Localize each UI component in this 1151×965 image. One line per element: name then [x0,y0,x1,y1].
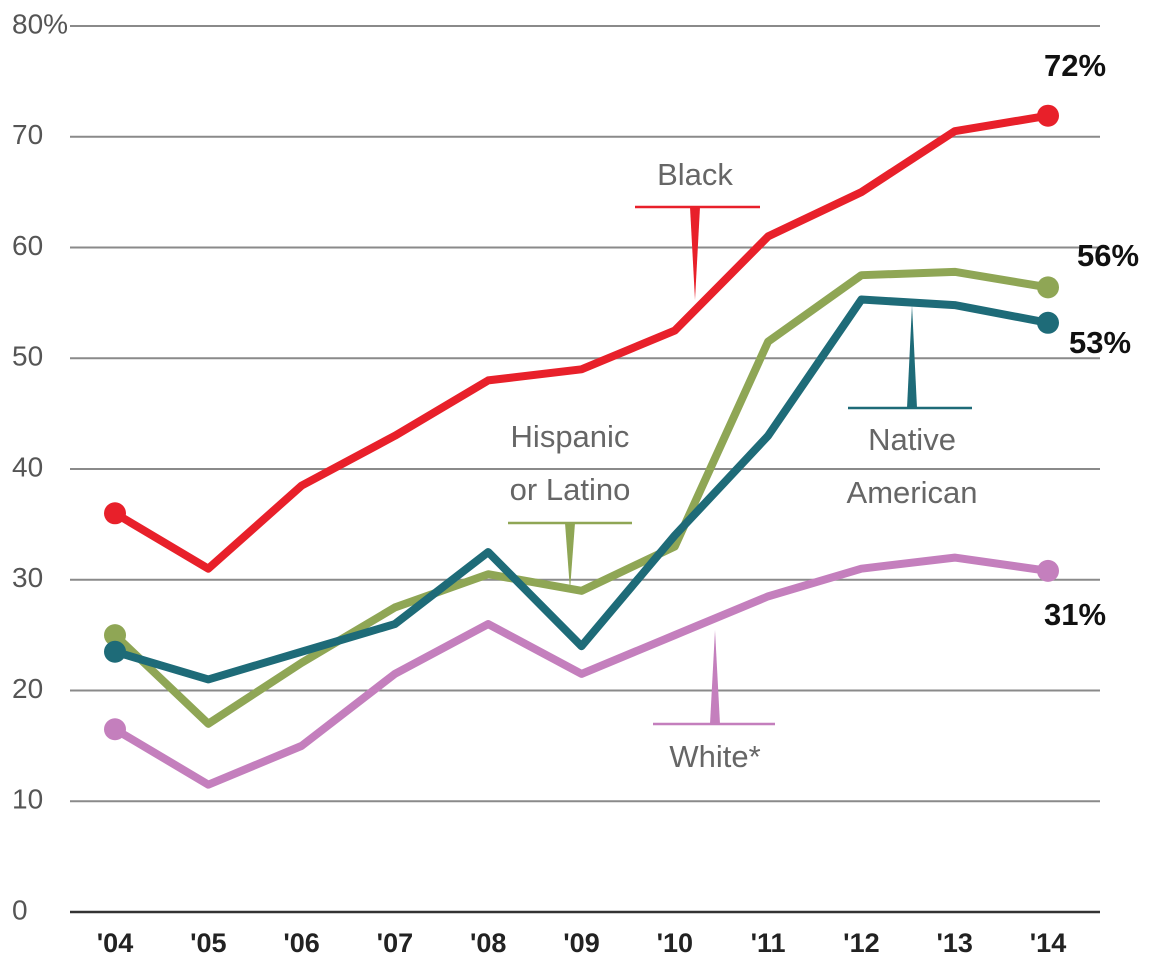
callout-spike [907,305,917,408]
series-label: Native American [846,422,978,510]
callout-spike [690,207,700,300]
series-line [111,267,1052,728]
x-tick-label: '10 [657,928,693,958]
y-tick-label: 0 [12,894,28,925]
x-tick-label: '11 [751,928,786,958]
series-label: Black [657,157,733,192]
y-tick-label: 50 [12,341,43,372]
value-label: 53% [1069,325,1131,360]
y-tick-label: 20 [12,673,43,704]
end-marker [104,640,126,663]
y-tick-label: 30 [12,562,43,593]
value-label: 72% [1044,48,1106,83]
x-tick-label: '05 [190,928,226,958]
x-tick-label: '13 [936,928,972,958]
x-tick-label: '06 [283,928,319,958]
end-marker [104,624,126,647]
y-tick-label: 80% [12,8,68,39]
series-line [111,553,1052,789]
callout-spike [565,523,575,590]
x-tick-label: '04 [97,928,133,958]
series-line [111,111,1052,573]
callout-spike [710,630,720,724]
x-tick-label: '07 [377,928,413,958]
y-tick-label: 60 [12,230,43,261]
end-marker [1037,311,1059,334]
x-tick-label: '09 [563,928,599,958]
end-marker [1037,104,1059,127]
series-label: White* [669,739,761,774]
end-marker [1037,276,1059,299]
series-line [111,295,1052,684]
series-label: Hispanic or Latino [509,419,631,507]
y-tick-label: 40 [12,451,43,482]
end-marker [1037,559,1059,582]
y-tick-label: 10 [12,784,43,815]
value-label: 56% [1077,238,1139,273]
end-marker [104,502,126,525]
x-tick-label: '14 [1030,928,1066,958]
x-tick-label: '12 [843,928,879,958]
end-marker [104,718,126,741]
y-tick-label: 70 [12,119,43,150]
value-label: 31% [1044,597,1106,632]
x-tick-label: '08 [470,928,506,958]
